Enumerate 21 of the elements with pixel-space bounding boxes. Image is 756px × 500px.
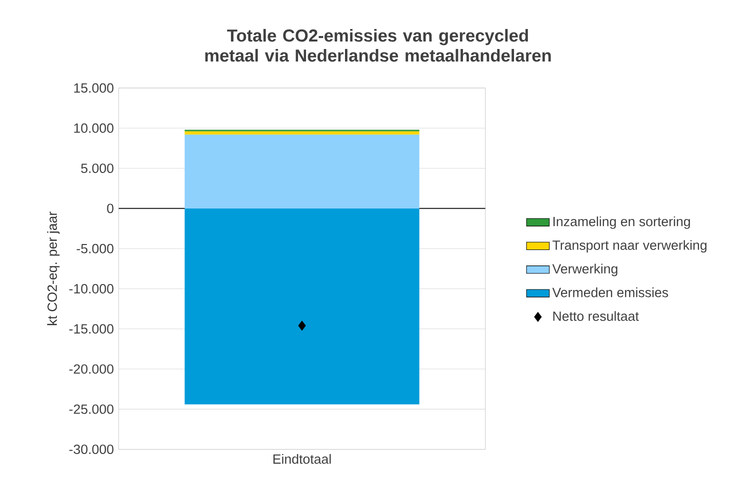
y-tick-label: 5.000 [81,164,114,174]
bar [184,208,420,404]
y-axis-title: kt CO2-eq. per jaar [47,212,60,326]
y-tick-label: 0 [107,204,114,214]
y-tick-label: -30.000 [69,444,114,454]
bar [184,131,420,135]
chart-title: Totale CO2-emissies van gerecycled metaal via Nederlandse metaalhandelaren [205,28,551,62]
y-tick-label: -10.000 [69,284,114,294]
x-tick-label: Eindtotaal [273,454,331,464]
y-tick-label: 15.000 [74,83,114,93]
legend-label: Inzameling en sortering [553,216,690,229]
legend-label: Netto resultaat [553,311,639,321]
y-tick-label: -5.000 [76,244,114,254]
y-tick-label: 10.000 [74,123,114,133]
legend-label: Verwerking [552,264,618,276]
bar [184,134,420,208]
y-tick-label: -20.000 [69,364,114,374]
y-tick-label: -25.000 [69,404,114,414]
legend-label: Vermeden emissies [552,287,668,298]
legend-label: Transport naar verwerking [552,240,706,253]
y-tick-label: -15.000 [69,324,114,334]
